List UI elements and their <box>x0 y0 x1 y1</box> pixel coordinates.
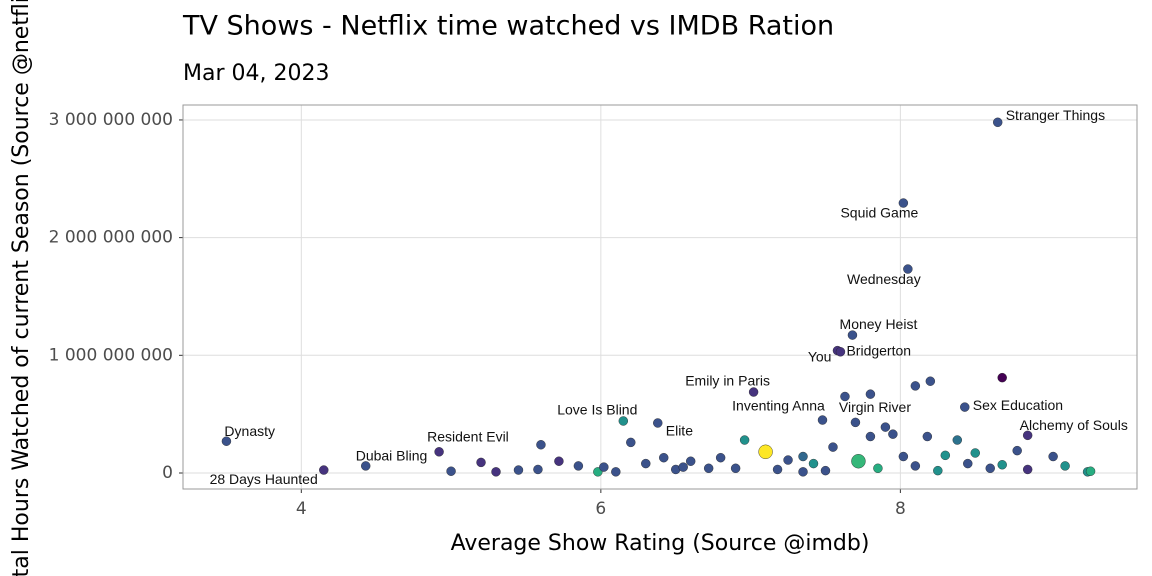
point <box>903 264 913 274</box>
point <box>960 402 970 412</box>
point <box>851 454 866 469</box>
point <box>618 416 629 426</box>
point-label: Emily in Paris <box>685 373 770 389</box>
point <box>925 376 936 386</box>
point <box>828 442 838 452</box>
y-tick-label: 0 <box>162 463 173 483</box>
x-tick-label: 6 <box>595 499 606 519</box>
point <box>985 463 995 473</box>
point <box>434 447 444 457</box>
point-label: Dynasty <box>224 423 275 439</box>
point-label: Wednesday <box>847 271 921 287</box>
point <box>840 391 850 402</box>
point <box>835 347 846 357</box>
point <box>641 458 651 469</box>
point <box>491 467 501 477</box>
point <box>910 461 921 471</box>
point <box>772 464 783 475</box>
point <box>820 465 831 476</box>
point <box>1012 445 1022 456</box>
x-tick-label: 8 <box>895 499 906 519</box>
point <box>850 417 861 428</box>
point <box>730 463 741 473</box>
point-label: Virgin River <box>839 399 911 415</box>
point <box>970 448 980 458</box>
point-label: Bridgerton <box>846 342 911 358</box>
point <box>847 330 858 340</box>
plot-border <box>182 104 1138 490</box>
point <box>910 381 921 391</box>
point <box>898 198 909 208</box>
y-axis-label: Total Hours Watched of current Season (S… <box>9 0 34 576</box>
x-tick-label: 4 <box>296 499 307 519</box>
point <box>922 431 933 442</box>
point <box>993 117 1003 127</box>
point <box>686 456 696 466</box>
point <box>599 462 609 472</box>
point <box>783 455 793 465</box>
point <box>446 466 456 476</box>
point <box>865 389 876 399</box>
point-label: Inventing Anna <box>732 398 825 414</box>
point <box>476 457 486 468</box>
point <box>933 465 943 476</box>
point <box>952 435 962 445</box>
point <box>1060 461 1070 471</box>
point <box>739 435 750 445</box>
point-label: Love Is Blind <box>557 402 637 418</box>
point <box>817 415 828 425</box>
point <box>997 372 1007 383</box>
point <box>653 418 663 428</box>
point <box>1048 451 1058 462</box>
point-label: 28 Days Haunted <box>210 471 318 487</box>
point <box>997 460 1007 470</box>
point <box>758 444 773 460</box>
y-tick-label: 3 000 000 000 <box>49 110 173 130</box>
point <box>898 451 909 462</box>
point <box>659 452 669 463</box>
point <box>940 450 951 461</box>
point <box>1022 430 1033 441</box>
point-label: Money Heist <box>840 316 918 332</box>
plot-background <box>183 105 1137 489</box>
point-label: Resident Evil <box>427 429 509 445</box>
x-axis-label: Average Show Rating (Source @imdb) <box>451 531 870 556</box>
point <box>513 465 524 475</box>
point <box>573 461 584 471</box>
point <box>1022 464 1033 475</box>
point-label: You <box>808 348 832 364</box>
point <box>888 429 898 439</box>
point <box>361 461 371 471</box>
point <box>798 467 808 477</box>
chart-title: TV Shows - Netflix time watched vs IMDB … <box>182 11 834 42</box>
point <box>626 437 636 448</box>
point <box>533 464 543 475</box>
y-tick-label: 1 000 000 000 <box>49 345 173 365</box>
point-label: Dubai Bling <box>356 448 428 464</box>
point-label: Sex Education <box>973 397 1063 413</box>
point <box>319 465 329 475</box>
y-tick-label: 2 000 000 000 <box>49 228 173 248</box>
point <box>880 422 891 432</box>
point <box>808 458 819 469</box>
point-label: Elite <box>666 423 693 439</box>
point-label: Alchemy of Souls <box>1020 417 1128 433</box>
point <box>703 463 714 473</box>
point-label: Squid Game <box>840 205 918 221</box>
point <box>221 436 232 446</box>
point <box>963 458 973 469</box>
point <box>798 451 808 462</box>
point <box>873 463 883 473</box>
point <box>678 462 688 472</box>
point <box>554 456 564 466</box>
chart-subtitle: Mar 04, 2023 <box>183 61 329 86</box>
point <box>536 440 546 450</box>
point <box>715 452 726 463</box>
point <box>1085 466 1096 476</box>
point-label: Stranger Things <box>1006 107 1105 123</box>
point <box>865 431 876 442</box>
point <box>611 467 621 477</box>
point <box>748 387 759 397</box>
